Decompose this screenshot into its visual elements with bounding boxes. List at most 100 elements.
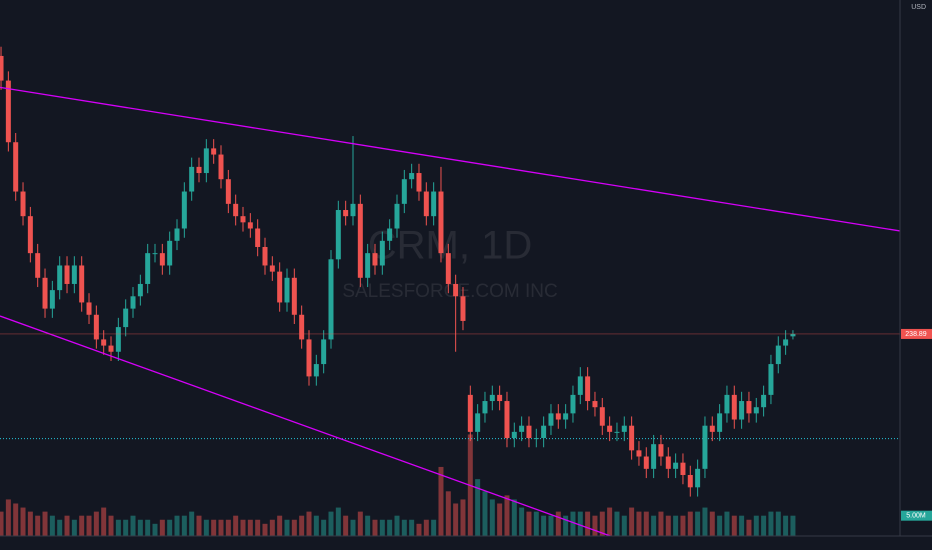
volume-bar: [489, 499, 495, 536]
volume-bar: [299, 515, 305, 536]
candle-body: [42, 277, 48, 309]
candle-body: [526, 425, 532, 439]
candle-body: [783, 339, 789, 346]
axes: 238.89 5.00M: [901, 328, 932, 521]
watermark-subtitle: SALESFORCE.COM INC: [342, 281, 557, 302]
candle-body: [636, 450, 642, 457]
volume-bar: [203, 519, 209, 536]
candle-body: [739, 401, 745, 420]
candle-body: [145, 253, 151, 284]
candle-body: [137, 283, 143, 297]
volume-bar: [431, 519, 437, 536]
volume-bar: [504, 495, 510, 536]
candle-body: [240, 216, 246, 223]
volume-bar: [731, 515, 737, 536]
volume-bar: [196, 515, 202, 536]
volume-bar: [548, 515, 554, 536]
candle-body: [621, 425, 627, 432]
volume-bar: [665, 515, 671, 536]
candle-body: [225, 179, 231, 204]
volume-bar: [482, 491, 488, 536]
volume-bar: [269, 519, 275, 536]
volume-bar: [599, 511, 605, 536]
candle-body: [702, 425, 708, 469]
candle-body: [181, 191, 187, 229]
volume-bar: [291, 519, 297, 536]
volume-bar: [519, 507, 525, 536]
volume-bar: [27, 511, 33, 536]
volume-bar: [570, 511, 576, 536]
volume-bar: [218, 519, 224, 536]
volume-bar: [211, 519, 217, 536]
candle-body: [167, 240, 173, 266]
volume-bar: [262, 523, 268, 536]
candle-body: [211, 148, 217, 155]
candle-body: [372, 253, 378, 266]
candle-body: [423, 191, 429, 217]
volume-bar: [438, 466, 444, 536]
volume-bar: [35, 515, 41, 536]
candle-body: [49, 290, 55, 309]
candle-body: [262, 246, 268, 266]
volume-bar: [321, 519, 327, 536]
candle-body: [409, 173, 415, 180]
volume-bar: [394, 515, 400, 536]
volume-bar: [526, 511, 532, 536]
candle-body: [585, 376, 591, 402]
volume-bar: [20, 507, 26, 536]
candle-body: [445, 253, 451, 284]
candle-body: [431, 191, 437, 217]
candle-body: [203, 148, 209, 174]
candle-body: [101, 339, 107, 346]
trendline: [0, 86, 900, 232]
candle-body: [306, 339, 312, 377]
volume-bar: [783, 515, 789, 536]
candle-body: [394, 203, 400, 229]
candle-body: [79, 265, 85, 303]
volume-bar: [680, 515, 686, 536]
candle-body: [731, 394, 737, 420]
volume-bar: [702, 507, 708, 536]
volume-bar: [225, 519, 231, 536]
volume-label: 5.00M: [906, 513, 926, 520]
candle-body: [0, 55, 4, 81]
candle-body: [71, 265, 77, 284]
volume-bar: [13, 503, 19, 536]
last-price-box: [901, 328, 932, 339]
volume-bar: [0, 511, 4, 536]
volume-bar: [445, 491, 451, 536]
volume-bar: [313, 515, 319, 536]
volume-bar: [357, 511, 363, 536]
volume-bar: [790, 515, 796, 536]
volume-label-box: [901, 510, 932, 521]
volume-bar: [651, 515, 657, 536]
volume-bar: [416, 523, 422, 536]
time-axis: [0, 536, 932, 550]
volume-bar: [115, 519, 121, 536]
volume-bar: [695, 511, 701, 536]
volume-bar: [152, 523, 158, 536]
volume-bar: [475, 479, 481, 536]
candle-body: [401, 179, 407, 204]
volume-bar: [255, 519, 261, 536]
volume-bar: [167, 519, 173, 536]
candle-body: [629, 425, 635, 451]
candle-body: [86, 302, 92, 315]
candle-body: [775, 345, 781, 365]
candle-body: [218, 154, 224, 180]
volume-bar: [511, 499, 517, 536]
candle-body: [790, 333, 796, 337]
candle-body: [379, 240, 385, 266]
candle-body: [123, 308, 129, 328]
candle-body: [709, 425, 715, 432]
volume-bar: [673, 515, 679, 536]
candle-body: [570, 394, 576, 414]
candle-body: [607, 425, 613, 432]
candle-body: [482, 401, 488, 414]
volume-bar: [350, 519, 356, 536]
candle-body: [291, 277, 297, 315]
volume-bar: [401, 519, 407, 536]
candle-body: [497, 394, 503, 402]
volume-bar: [739, 515, 745, 536]
candle-body: [387, 228, 393, 241]
